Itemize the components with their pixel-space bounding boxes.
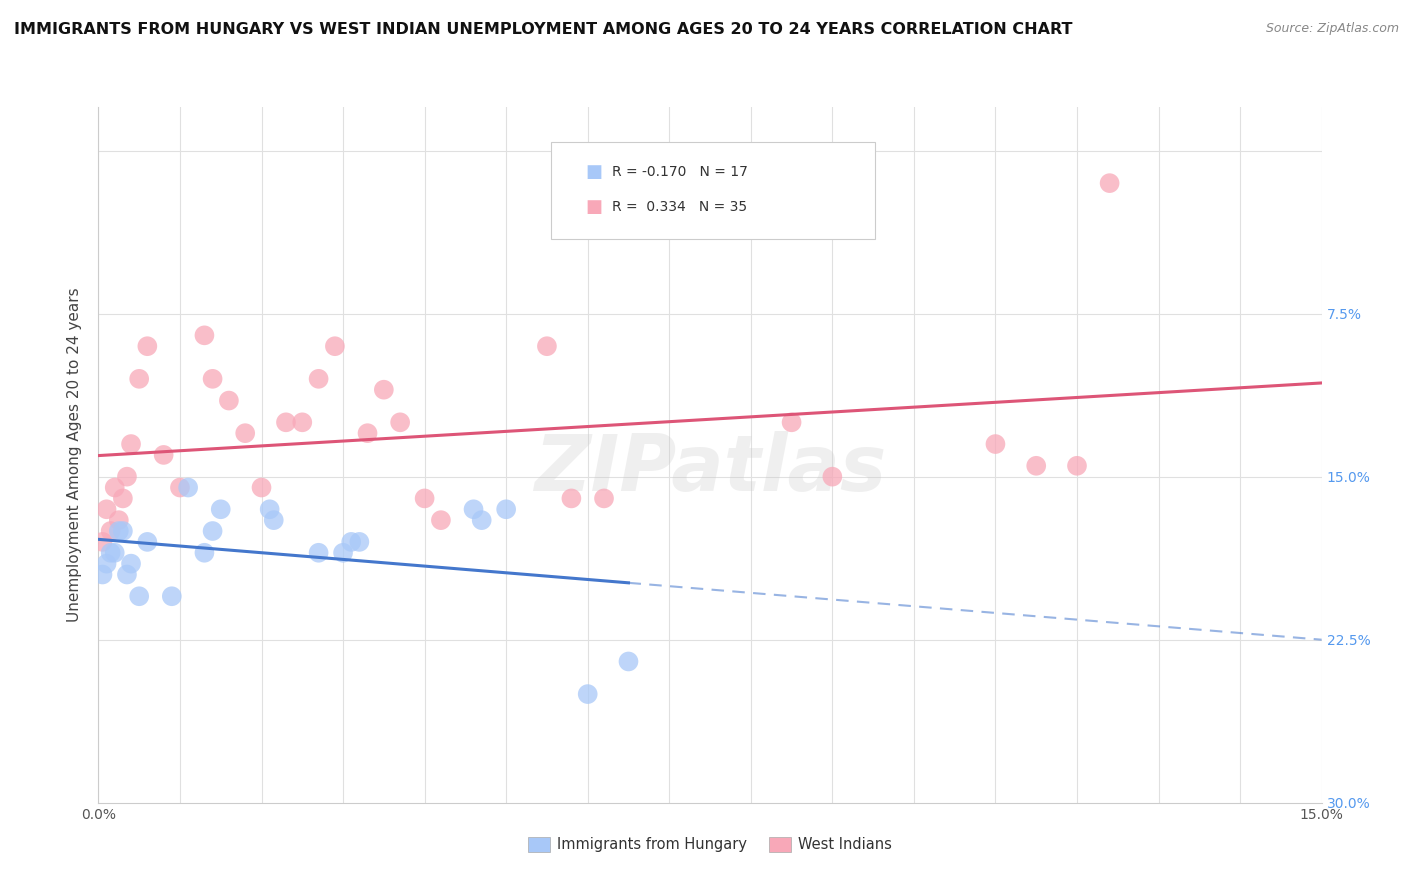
FancyBboxPatch shape xyxy=(551,142,875,239)
Point xyxy=(100,524,122,538)
Text: ZIPatlas: ZIPatlas xyxy=(534,431,886,507)
Point xyxy=(308,546,330,560)
Point xyxy=(115,567,138,582)
Point xyxy=(115,469,138,483)
Point xyxy=(1098,176,1121,190)
Point xyxy=(389,415,412,429)
Point xyxy=(274,415,297,429)
Point xyxy=(111,524,134,538)
Point xyxy=(291,415,314,429)
Legend: Immigrants from Hungary, West Indians: Immigrants from Hungary, West Indians xyxy=(522,831,898,858)
Text: R = -0.170   N = 17: R = -0.170 N = 17 xyxy=(612,165,748,179)
Point xyxy=(193,546,215,560)
Point xyxy=(617,655,640,669)
Point xyxy=(373,383,395,397)
Point xyxy=(96,557,118,571)
Point xyxy=(128,589,150,603)
Text: IMMIGRANTS FROM HUNGARY VS WEST INDIAN UNEMPLOYMENT AMONG AGES 20 TO 24 YEARS CO: IMMIGRANTS FROM HUNGARY VS WEST INDIAN U… xyxy=(14,22,1073,37)
Point xyxy=(108,513,131,527)
Point xyxy=(332,546,354,560)
Point xyxy=(495,502,517,516)
Point xyxy=(984,437,1007,451)
Point xyxy=(536,339,558,353)
Point xyxy=(91,567,114,582)
Point xyxy=(263,513,285,527)
Point xyxy=(576,687,599,701)
Point xyxy=(160,589,183,603)
Point xyxy=(413,491,436,506)
Point xyxy=(356,426,378,441)
Point xyxy=(430,513,453,527)
Point xyxy=(201,372,224,386)
Point xyxy=(1025,458,1047,473)
Text: ■: ■ xyxy=(585,163,602,181)
Point xyxy=(593,491,616,506)
Point xyxy=(780,415,803,429)
Text: R =  0.334   N = 35: R = 0.334 N = 35 xyxy=(612,200,748,214)
Point xyxy=(193,328,215,343)
Point xyxy=(128,372,150,386)
Y-axis label: Unemployment Among Ages 20 to 24 years: Unemployment Among Ages 20 to 24 years xyxy=(67,287,83,623)
Point xyxy=(323,339,346,353)
Point xyxy=(136,535,159,549)
Point xyxy=(136,339,159,353)
Point xyxy=(120,557,142,571)
Point xyxy=(108,524,131,538)
Point xyxy=(463,502,485,516)
Text: ■: ■ xyxy=(585,198,602,216)
Point xyxy=(169,481,191,495)
Point xyxy=(104,481,127,495)
Text: Source: ZipAtlas.com: Source: ZipAtlas.com xyxy=(1265,22,1399,36)
Point xyxy=(120,437,142,451)
Point xyxy=(349,535,371,549)
Point xyxy=(100,546,122,560)
Point xyxy=(104,546,127,560)
Point xyxy=(201,524,224,538)
Point xyxy=(821,469,844,483)
Point xyxy=(259,502,281,516)
Point xyxy=(218,393,240,408)
Point xyxy=(471,513,494,527)
Point xyxy=(111,491,134,506)
Point xyxy=(340,535,363,549)
Point xyxy=(152,448,174,462)
Point xyxy=(209,502,232,516)
Point xyxy=(91,535,114,549)
Point xyxy=(1066,458,1088,473)
Point xyxy=(96,502,118,516)
Point xyxy=(233,426,256,441)
Point xyxy=(560,491,582,506)
Point xyxy=(177,481,200,495)
Point xyxy=(308,372,330,386)
Point xyxy=(250,481,273,495)
